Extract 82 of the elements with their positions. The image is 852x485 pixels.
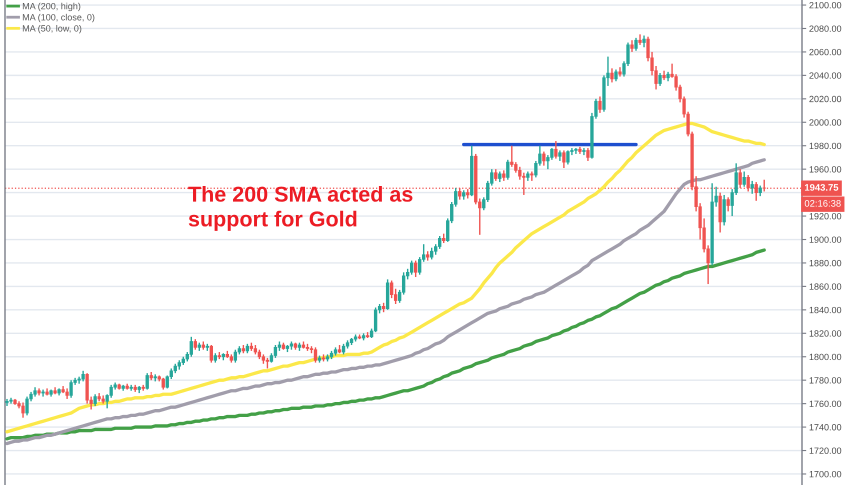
y-tick-label: 1800.00 (810, 354, 842, 360)
candlestick (742, 170, 746, 188)
candlestick (530, 170, 534, 182)
candlestick (586, 147, 590, 162)
candlestick (502, 170, 506, 182)
candlestick (278, 340, 282, 352)
candlestick (234, 349, 238, 364)
candlestick (554, 140, 558, 160)
candlestick (214, 352, 218, 364)
y-tick-label: 2020.00 (809, 96, 842, 102)
ref-line-label: 1943.75 (804, 184, 838, 191)
candlestick (506, 159, 510, 180)
candlestick (210, 344, 214, 364)
y-tick-label: 1920.00 (810, 213, 842, 220)
candlestick (274, 344, 278, 359)
candlestick (430, 247, 434, 260)
candlestick (410, 260, 414, 276)
candlestick (526, 170, 530, 182)
candlestick (610, 68, 614, 84)
candlestick (662, 70, 666, 81)
y-tick-label: 1880.00 (810, 260, 842, 266)
legend-label: MA (200, high) (22, 2, 80, 12)
candlestick (722, 194, 726, 226)
candlestick (630, 40, 634, 53)
candlestick (562, 150, 566, 169)
y-tick-label: 1780.00 (810, 377, 842, 384)
candlestick (750, 180, 754, 194)
candlestick (246, 343, 250, 354)
candlestick (426, 250, 430, 262)
candlestick (758, 184, 762, 197)
candlestick (726, 196, 730, 212)
legend-label: MA (100, close, 0) (22, 14, 94, 22)
y-tick-label: 2100.00 (809, 2, 842, 8)
candlestick (162, 377, 165, 390)
candlestick (462, 190, 466, 200)
y-tick-label: 1980.00 (810, 142, 842, 150)
candlestick (382, 302, 386, 313)
y-tick-label: 1740.00 (810, 424, 842, 430)
candlestick (634, 37, 638, 52)
line-series (5, 248, 766, 440)
legend-label: MA (50, low, 0) (22, 24, 82, 34)
candlestick (642, 34, 646, 48)
candlestick (178, 360, 181, 370)
y-tick-label: 1900.00 (810, 236, 842, 243)
candlestick (190, 336, 193, 358)
candlestick (498, 170, 502, 183)
y-tick-label: 1840.00 (810, 306, 842, 314)
y-tick-label: 1960.00 (810, 166, 842, 173)
candlestick (342, 343, 346, 356)
candlestick (21, 402, 25, 418)
candlestick (194, 338, 197, 350)
candlestick (638, 34, 642, 46)
candlestick (658, 72, 662, 87)
candlestick (146, 372, 149, 390)
candlestick (414, 260, 418, 278)
candlestick (25, 396, 29, 416)
candlestick (442, 232, 446, 244)
candlestick (542, 150, 546, 166)
candlestick (258, 349, 262, 360)
annotation: The 200 SMA acted as support for Gold (188, 186, 412, 231)
candlestick (81, 370, 85, 382)
y-tick-label: 1720.00 (810, 448, 842, 454)
y-tick-label: 1760.00 (810, 400, 842, 407)
candlestick (69, 379, 73, 398)
y-tick-label: 1820.00 (810, 330, 842, 337)
candlestick (266, 357, 270, 370)
y-tick-label: 1860.00 (810, 283, 842, 290)
y-tick-label: 2000.00 (809, 119, 842, 126)
candlestick (254, 344, 258, 356)
candlestick (262, 354, 266, 364)
candlestick (494, 168, 498, 182)
candlestick (618, 66, 622, 78)
text: 02:16:38 (804, 200, 841, 207)
candlestick (566, 150, 570, 166)
y-tick-label: 2040.00 (809, 72, 842, 79)
candlestick (466, 188, 470, 200)
candlestick (65, 388, 69, 400)
candlestick (93, 394, 97, 407)
candlestick (558, 150, 562, 162)
y-tick-label: 2080.00 (809, 25, 842, 32)
y-tick-label: 2060.00 (809, 48, 842, 56)
y-tick-label: 1700.00 (810, 470, 842, 478)
